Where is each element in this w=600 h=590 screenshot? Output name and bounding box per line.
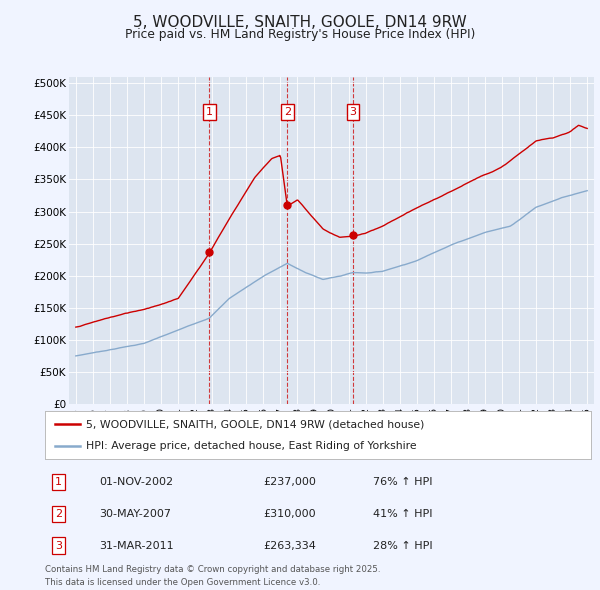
Text: 3: 3 [349, 107, 356, 117]
Text: 01-NOV-2002: 01-NOV-2002 [100, 477, 174, 487]
Text: Price paid vs. HM Land Registry's House Price Index (HPI): Price paid vs. HM Land Registry's House … [125, 28, 475, 41]
Text: 3: 3 [55, 540, 62, 550]
Text: 2: 2 [284, 107, 291, 117]
Text: 31-MAR-2011: 31-MAR-2011 [100, 540, 174, 550]
Text: 28% ↑ HPI: 28% ↑ HPI [373, 540, 432, 550]
Text: 5, WOODVILLE, SNAITH, GOOLE, DN14 9RW: 5, WOODVILLE, SNAITH, GOOLE, DN14 9RW [133, 15, 467, 30]
Text: 5, WOODVILLE, SNAITH, GOOLE, DN14 9RW (detached house): 5, WOODVILLE, SNAITH, GOOLE, DN14 9RW (d… [86, 419, 424, 429]
Text: 1: 1 [55, 477, 62, 487]
Text: 1: 1 [206, 107, 213, 117]
Text: Contains HM Land Registry data © Crown copyright and database right 2025.
This d: Contains HM Land Registry data © Crown c… [45, 565, 380, 586]
Text: 30-MAY-2007: 30-MAY-2007 [100, 509, 172, 519]
Text: 76% ↑ HPI: 76% ↑ HPI [373, 477, 432, 487]
Text: 2: 2 [55, 509, 62, 519]
Text: 41% ↑ HPI: 41% ↑ HPI [373, 509, 432, 519]
Text: £310,000: £310,000 [263, 509, 316, 519]
Text: HPI: Average price, detached house, East Riding of Yorkshire: HPI: Average price, detached house, East… [86, 441, 416, 451]
Text: £263,334: £263,334 [263, 540, 316, 550]
Text: £237,000: £237,000 [263, 477, 316, 487]
